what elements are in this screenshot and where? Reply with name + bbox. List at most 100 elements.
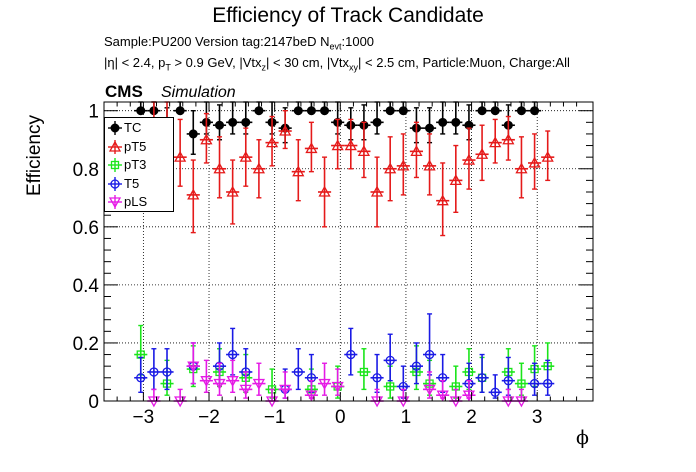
data-point xyxy=(383,136,397,202)
data-point xyxy=(265,115,279,167)
point-marker xyxy=(305,390,318,402)
data-point xyxy=(449,144,463,214)
point-marker xyxy=(449,174,462,186)
data-point xyxy=(501,115,515,161)
data-point xyxy=(278,110,292,150)
point-marker xyxy=(372,373,382,383)
data-point xyxy=(514,362,529,396)
data-point xyxy=(528,362,542,396)
point-marker xyxy=(306,106,316,116)
data-point xyxy=(239,127,253,187)
point-marker xyxy=(359,367,369,377)
cut-vtxxy: | < 30 cm, |Vtx xyxy=(266,55,350,70)
data-point xyxy=(226,159,240,225)
data-point xyxy=(226,101,240,135)
point-marker xyxy=(386,382,395,391)
data-point xyxy=(331,118,345,170)
legend-marker xyxy=(110,178,120,189)
plot-frame xyxy=(103,101,594,402)
cms-label: CMS xyxy=(105,82,143,101)
point-marker xyxy=(239,384,252,396)
point-marker xyxy=(136,373,146,383)
legend-marker xyxy=(110,123,120,133)
data-point xyxy=(514,136,529,199)
cut-particle: | < 2.5 cm, Particle:Muon, Charge:All xyxy=(358,55,570,70)
point-marker xyxy=(320,106,330,116)
point-marker xyxy=(213,162,226,174)
point-marker xyxy=(305,142,318,154)
point-marker xyxy=(423,384,436,396)
legend-label: TC xyxy=(124,120,142,135)
data-point xyxy=(475,353,489,393)
point-marker xyxy=(227,349,238,360)
data-point xyxy=(396,133,410,196)
y-tick-label: 0.8 xyxy=(73,160,99,181)
point-marker xyxy=(425,123,435,133)
point-marker xyxy=(385,355,395,366)
data-point xyxy=(422,313,437,376)
data-point xyxy=(160,348,174,391)
x-tick-label: 1 xyxy=(401,407,412,428)
legend-entry-tc: TC xyxy=(105,119,175,137)
data-point xyxy=(344,327,358,376)
data-point xyxy=(173,118,187,187)
legend-marker xyxy=(110,160,120,170)
legend: TC pT5 pT3 T5 pLS xyxy=(104,117,174,212)
point-marker xyxy=(136,106,146,116)
point-marker xyxy=(318,378,331,390)
cut-vtxz-subscript: z xyxy=(261,62,267,73)
point-marker xyxy=(226,376,239,388)
plot-area xyxy=(104,102,593,401)
sample-info-text: Sample:PU200 Version tag:2147beD N xyxy=(104,34,330,49)
series-pt5 xyxy=(134,101,555,237)
cut-eta-pt: |η| < 2.4, p xyxy=(104,55,166,70)
x-axis-label: ϕ xyxy=(576,427,589,449)
data-point xyxy=(409,121,423,179)
point-marker xyxy=(489,136,502,148)
simulation-label: Simulation xyxy=(161,84,236,101)
data-point xyxy=(212,104,227,141)
point-marker xyxy=(254,106,264,116)
point-marker xyxy=(490,387,500,397)
point-marker xyxy=(241,117,251,127)
point-marker xyxy=(200,133,213,145)
point-marker xyxy=(543,378,553,389)
data-point xyxy=(528,133,542,190)
legend-entry-pls: pLS xyxy=(105,193,175,211)
legend-marker-icon xyxy=(108,158,122,172)
point-marker xyxy=(279,124,292,136)
point-marker xyxy=(516,106,526,116)
cut-vtxxy-subscript: xy xyxy=(349,62,359,73)
y-tick-label: 0.2 xyxy=(73,334,99,355)
x-tick-label: 3 xyxy=(532,407,543,428)
point-marker xyxy=(438,117,448,127)
point-marker xyxy=(475,147,489,159)
legend-label: T5 xyxy=(124,175,140,191)
point-marker xyxy=(279,384,292,396)
x-tick-label: 0 xyxy=(335,407,346,428)
point-marker xyxy=(398,106,408,116)
point-marker xyxy=(477,106,487,116)
point-marker xyxy=(252,162,266,174)
point-marker xyxy=(423,159,436,171)
point-marker xyxy=(239,150,252,162)
data-point xyxy=(317,362,332,396)
point-marker xyxy=(411,361,422,371)
x-tick-label: −2 xyxy=(198,407,220,428)
data-point xyxy=(291,139,305,202)
point-marker xyxy=(451,117,461,127)
legend-marker xyxy=(108,140,122,152)
legend-label: pT5 xyxy=(124,138,147,154)
data-point xyxy=(436,162,450,237)
data-point xyxy=(212,136,227,199)
point-marker xyxy=(370,185,384,197)
data-point xyxy=(370,101,384,135)
point-marker xyxy=(228,117,238,127)
point-marker xyxy=(226,185,239,197)
point-marker xyxy=(187,361,200,373)
data-point xyxy=(357,348,371,391)
data-point xyxy=(422,133,437,196)
data-point xyxy=(331,368,345,396)
data-point xyxy=(541,130,555,182)
